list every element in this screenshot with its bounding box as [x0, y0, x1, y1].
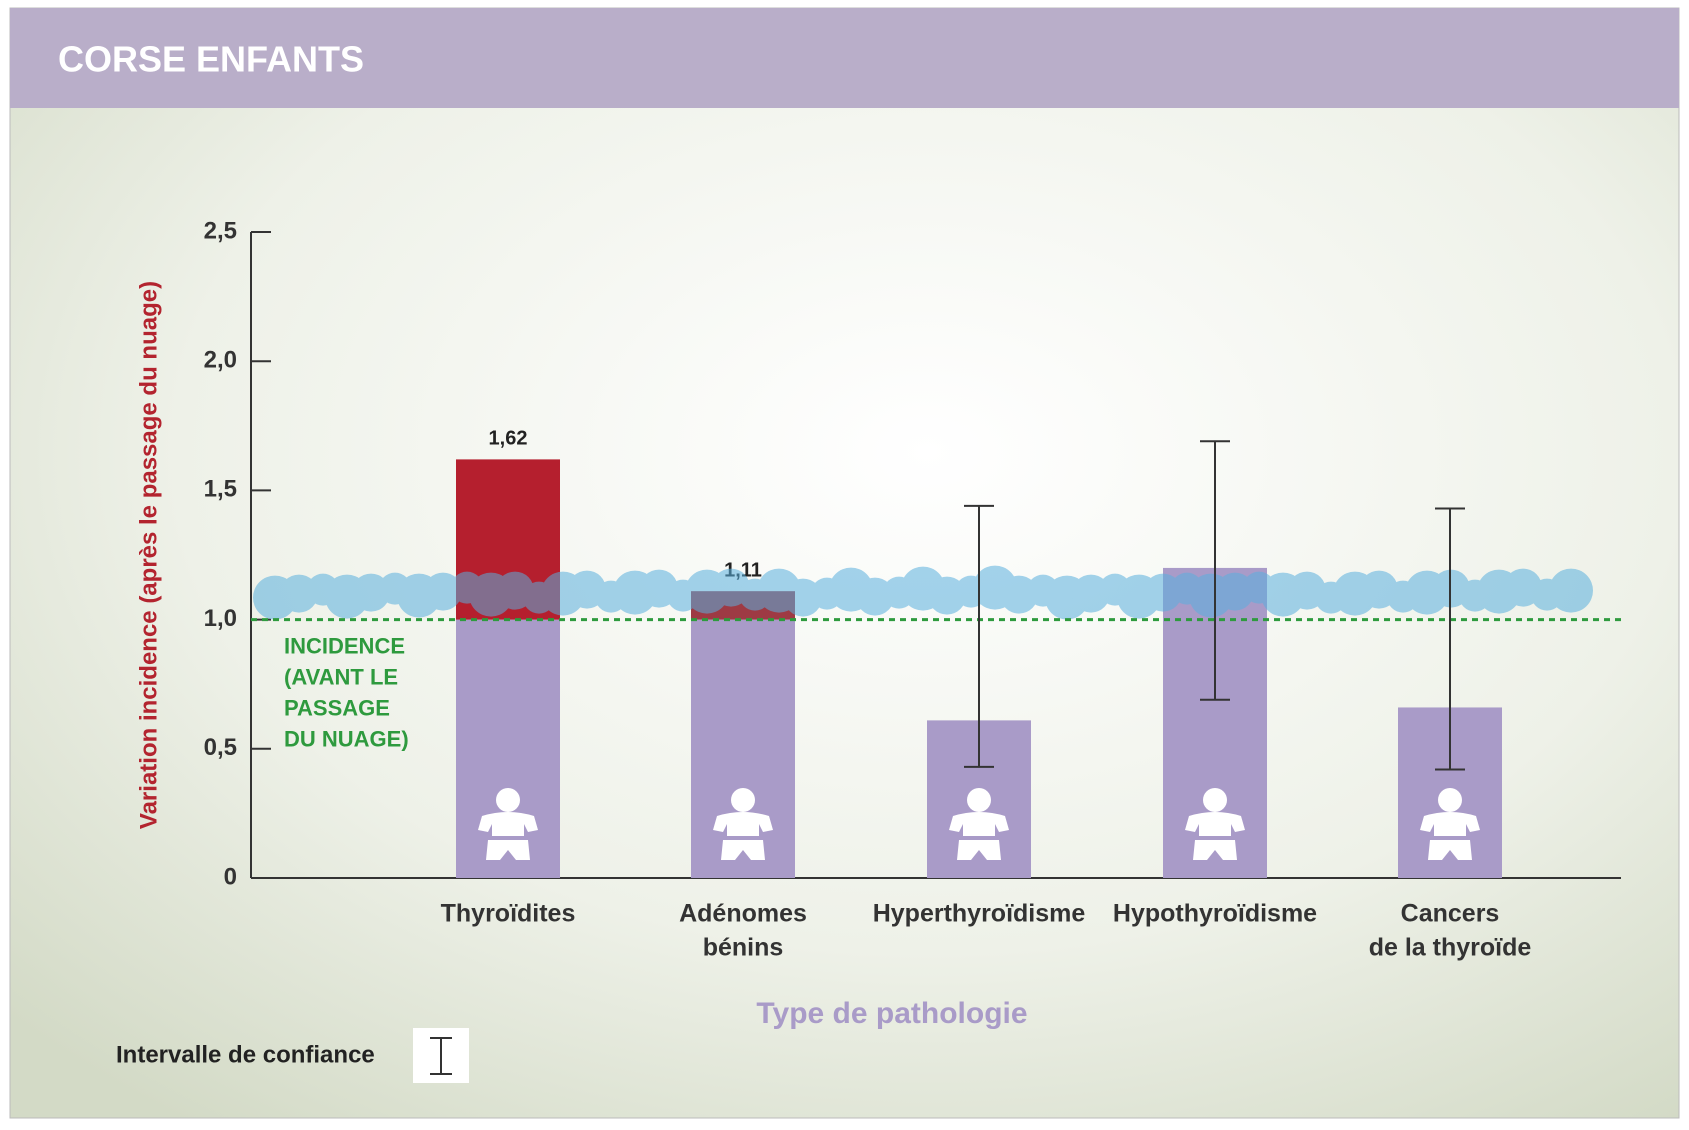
reference-label: INCIDENCE: [284, 633, 405, 658]
reference-label: (AVANT LE: [284, 664, 398, 689]
reference-label: DU NUAGE): [284, 726, 409, 751]
x-tick-label: Adénomes: [679, 900, 807, 928]
legend-symbol: [413, 1028, 469, 1083]
reference-label: PASSAGE: [284, 695, 390, 720]
y-tick-label: 0: [224, 863, 237, 890]
x-tick-label: Hypothyroïdisme: [1113, 900, 1317, 928]
x-axis-title: Type de pathologie: [756, 997, 1027, 1030]
y-tick-label: 2,0: [204, 347, 237, 374]
x-tick-label: Hyperthyroïdisme: [873, 900, 1086, 928]
cloud-puff: [1549, 569, 1593, 613]
y-axis-title: Variation incidence (après le passage du…: [135, 281, 162, 829]
x-tick-label: Cancers: [1401, 900, 1500, 928]
chart-title: CORSE ENFANTS: [58, 39, 364, 80]
chart: CORSE ENFANTS Variation incidence (après…: [0, 0, 1689, 1125]
data-label: 1,62: [489, 428, 528, 450]
bar: [456, 620, 560, 878]
y-tick-label: 2,5: [204, 217, 237, 244]
y-tick-label: 1,0: [204, 605, 237, 632]
x-tick-label: Thyroïdites: [441, 900, 576, 928]
legend-label: Intervalle de confiance: [116, 1041, 375, 1068]
y-tick-label: 0,5: [204, 734, 237, 761]
x-tick-label: bénins: [703, 934, 784, 962]
y-tick-label: 1,5: [204, 476, 237, 503]
bar: [691, 620, 795, 878]
x-tick-label: de la thyroïde: [1369, 934, 1532, 962]
